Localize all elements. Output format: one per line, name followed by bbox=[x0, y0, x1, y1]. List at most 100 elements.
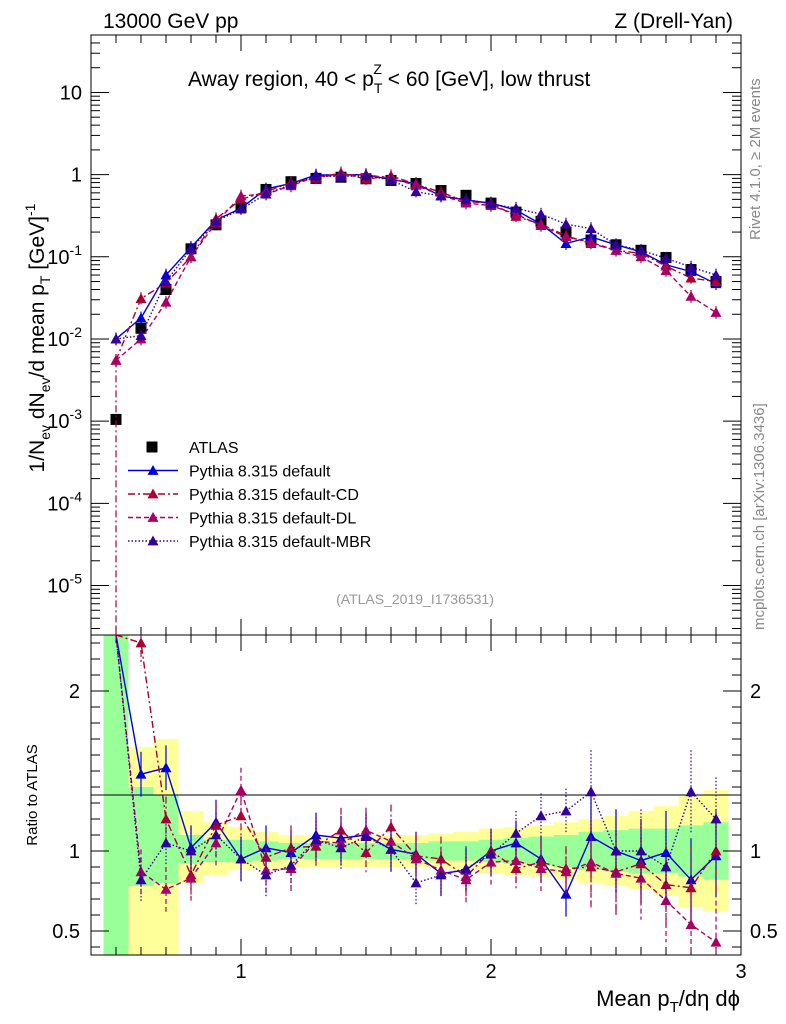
data-point bbox=[160, 296, 172, 307]
ratio-series bbox=[115, 634, 722, 955]
y-tick-label: 10-5 bbox=[47, 571, 82, 598]
data-point bbox=[185, 251, 197, 262]
y-tick-label: 1 bbox=[71, 165, 82, 187]
ratio-point bbox=[560, 866, 572, 877]
series-line bbox=[115, 173, 717, 361]
y-tick-base: 10 bbox=[60, 82, 82, 104]
ratio-point bbox=[710, 813, 722, 824]
y-tick-exp: -1 bbox=[70, 242, 83, 258]
data-point bbox=[110, 354, 122, 365]
ratio-point bbox=[535, 863, 547, 873]
analysis-id: (ATLAS_2019_I1736531) bbox=[336, 591, 494, 607]
data-point bbox=[360, 170, 372, 181]
ratio-y-axis-label: Ratio to ATLAS bbox=[24, 744, 41, 845]
ylabel-s1: ev bbox=[37, 425, 53, 440]
ratio-point bbox=[710, 936, 722, 947]
xlabel-p2: /dη dϕ bbox=[679, 986, 740, 1011]
ratio-point bbox=[460, 863, 472, 873]
ratio-point bbox=[160, 883, 172, 894]
legend-item: ATLAS bbox=[146, 440, 239, 457]
ratio-point bbox=[460, 874, 472, 885]
data-point bbox=[610, 239, 622, 250]
data-point bbox=[685, 272, 697, 283]
ratio-point bbox=[260, 842, 272, 853]
title-suffix: < 60 [GeV], low thrust bbox=[382, 68, 591, 91]
ratio-point bbox=[235, 810, 247, 821]
ratio-point bbox=[160, 837, 172, 848]
ylabel-p2: dN bbox=[26, 392, 49, 425]
header-right: Z (Drell-Yan) bbox=[614, 10, 733, 33]
data-point bbox=[710, 269, 722, 280]
series-pythia-8-315-default-mbr bbox=[110, 169, 722, 346]
y-axis-label: 1/Nev dNev/d mean pT [GeV]-1 bbox=[22, 203, 53, 472]
ratio-point bbox=[560, 805, 572, 816]
legend-item: Pythia 8.315 default-DL bbox=[128, 511, 356, 528]
ratio-point bbox=[210, 837, 222, 848]
ylabel-s2: ev bbox=[37, 377, 53, 392]
legend-marker bbox=[147, 465, 159, 475]
ratio-y-tick-label-right: 0.5 bbox=[750, 921, 778, 943]
ratio-point bbox=[310, 834, 322, 845]
x-axis-label: Mean pT/dη dϕ bbox=[596, 986, 740, 1016]
ratio-point bbox=[410, 877, 422, 888]
ratio-point bbox=[535, 810, 547, 821]
ratio-point bbox=[185, 845, 197, 856]
data-point bbox=[410, 186, 422, 197]
series-pythia-8-315-default-dl bbox=[110, 168, 722, 367]
ratio-point bbox=[685, 919, 697, 929]
data-point bbox=[260, 188, 272, 199]
ratio-point bbox=[660, 847, 672, 857]
ratio-point bbox=[510, 827, 522, 838]
data-point bbox=[460, 193, 472, 204]
ratio-point bbox=[685, 786, 697, 797]
ratio-point bbox=[235, 784, 247, 795]
ratio-point bbox=[160, 762, 172, 773]
ratio-point bbox=[610, 845, 622, 856]
ratio-y-tick-label: 1 bbox=[69, 841, 80, 863]
legend-marker bbox=[147, 488, 159, 499]
y-tick-label: 10-3 bbox=[47, 406, 82, 433]
data-point bbox=[560, 218, 572, 229]
ratio-point bbox=[135, 768, 147, 779]
ratio-point bbox=[485, 856, 497, 867]
legend-label: Pythia 8.315 default-MBR bbox=[189, 534, 371, 551]
ratio-point bbox=[235, 853, 247, 864]
ratio-point bbox=[635, 872, 647, 883]
x-tick-label: 3 bbox=[735, 961, 746, 983]
data-point bbox=[485, 198, 497, 209]
y-tick-label: 10-2 bbox=[47, 324, 82, 351]
series-line bbox=[115, 175, 717, 340]
ratio-point bbox=[710, 845, 722, 856]
data-point bbox=[635, 244, 647, 255]
y-tick-base: 1 bbox=[71, 165, 82, 187]
legend-item: Pythia 8.315 default bbox=[128, 464, 331, 481]
title-prefix: Away region, 40 < p bbox=[188, 68, 374, 91]
ylabel-s3: T bbox=[37, 275, 53, 284]
ratio-point bbox=[585, 786, 597, 797]
ratio-y-tick-label-right: 1 bbox=[750, 841, 761, 863]
data-point bbox=[560, 231, 572, 242]
data-point bbox=[510, 202, 522, 213]
title-sub: T bbox=[374, 80, 383, 96]
y-tick-base: 10 bbox=[47, 329, 69, 351]
y-tick-exp: -4 bbox=[70, 488, 83, 504]
data-point bbox=[335, 170, 347, 181]
ratio-point bbox=[410, 853, 422, 864]
ratio-point bbox=[385, 821, 397, 832]
data-point bbox=[310, 170, 322, 181]
ratio-point bbox=[185, 872, 197, 883]
data-point bbox=[710, 276, 722, 286]
xlabel-p1: Mean p bbox=[596, 986, 669, 1011]
ratio-point bbox=[360, 831, 372, 841]
y-tick-exp: -5 bbox=[70, 571, 83, 587]
data-point bbox=[185, 243, 197, 254]
ratio-point bbox=[260, 869, 272, 880]
legend-label: Pythia 8.315 default-CD bbox=[189, 487, 359, 504]
ratio-point bbox=[660, 861, 672, 872]
legend-marker bbox=[147, 535, 159, 546]
ylabel-p1: 1/N bbox=[26, 440, 49, 473]
ratio-point bbox=[435, 869, 447, 880]
stat-band-bin bbox=[203, 839, 229, 863]
data-point bbox=[160, 269, 172, 280]
data-point bbox=[235, 203, 247, 214]
